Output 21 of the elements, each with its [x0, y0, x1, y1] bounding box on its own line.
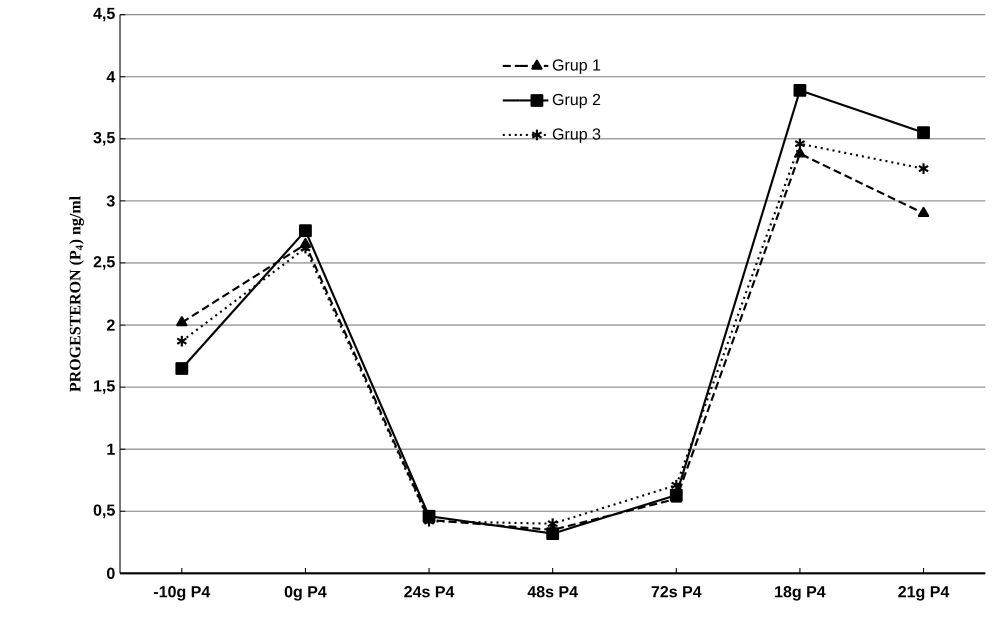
y-tick-label: 1,5	[94, 380, 115, 394]
y-tick-label: 3	[106, 195, 115, 207]
y-tick-label: 2,5	[94, 256, 115, 270]
y-tick-label: 4,5	[93, 8, 115, 22]
y-tick-label: 3,5	[93, 132, 115, 146]
y-tick-label: 2	[106, 319, 115, 331]
x-tick-label: 72s P4	[652, 586, 702, 598]
y-tick-label: 0	[107, 568, 115, 579]
y-tick-label: 4	[106, 71, 116, 82]
x-tick-label: -10g P4	[154, 586, 210, 601]
y-tick-label: 0,5	[94, 504, 115, 518]
x-tick-label: 21g P4	[898, 586, 950, 601]
legend-label: Grup 2	[552, 94, 600, 108]
x-tick-label: 0g P4	[284, 586, 327, 601]
legend-label: Grup 3	[552, 128, 600, 143]
y-tick-label: 1	[107, 444, 115, 455]
legend-label: Grup 1	[552, 59, 600, 74]
y-axis-title: PROGESTERON (P$_{4}$) ng/ml	[69, 196, 84, 392]
x-tick-label: 24s P4	[404, 586, 454, 598]
x-tick-label: 48s P4	[528, 586, 578, 598]
x-tick-label: 18g P4	[775, 586, 826, 601]
